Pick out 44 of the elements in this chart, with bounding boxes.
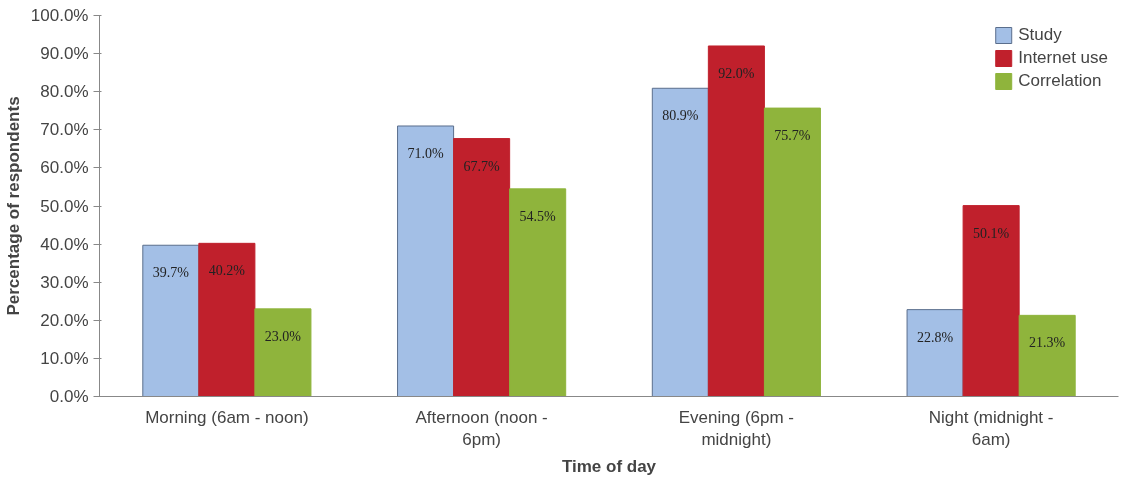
bar	[651, 87, 709, 397]
text: 40.2%	[208, 263, 245, 279]
bar	[962, 205, 1020, 397]
bar	[509, 188, 567, 397]
text: 22.8%	[917, 329, 954, 345]
text: 39.7%	[152, 265, 189, 281]
bar	[763, 107, 821, 397]
bar	[397, 125, 455, 397]
y-tick-label: 10.0%	[40, 348, 89, 368]
legend-label: Internet use	[1018, 48, 1108, 68]
text: 23.0%	[264, 328, 302, 344]
bar	[1018, 314, 1076, 397]
text: 67.7%	[463, 158, 500, 174]
y-tick-label: 30.0%	[40, 272, 89, 292]
x-tick-label: Morning (6am - noon)	[145, 407, 309, 427]
text: 21.3%	[1029, 335, 1066, 351]
x-tick-label: Evening (6pm - midnight)	[678, 407, 795, 450]
text: 80.9%	[662, 108, 699, 124]
text: 92.0%	[718, 65, 755, 81]
y-tick-label: 60.0%	[40, 158, 89, 178]
bar	[198, 242, 256, 397]
bar	[254, 308, 312, 397]
y-tick-label: 20.0%	[40, 310, 89, 330]
y-tick-label: 80.0%	[40, 82, 89, 102]
y-tick-label: 40.0%	[40, 234, 89, 254]
y-tick-label: 100.0%	[30, 6, 89, 25]
text: 54.5%	[519, 208, 556, 224]
bar	[906, 309, 964, 397]
y-tick-label: 90.0%	[40, 44, 89, 64]
x-axis-title: Time of day	[561, 457, 657, 477]
y-tick-label: 50.0%	[40, 196, 89, 216]
text: 75.7%	[774, 128, 811, 144]
bar	[707, 45, 765, 397]
x-tick-label: Night (midnight - 6am)	[928, 407, 1054, 450]
bar	[142, 244, 200, 397]
text: 50.1%	[973, 225, 1010, 241]
legend-label: Correlation	[1018, 71, 1102, 91]
y-tick-label: 70.0%	[40, 120, 89, 140]
legend-label: Study	[1018, 25, 1062, 45]
y-axis-title: Percentage of respondents	[3, 96, 23, 316]
text: 71.0%	[407, 145, 444, 161]
y-tick-label: 0.0%	[49, 387, 89, 406]
bar	[453, 138, 511, 397]
x-tick-label: Afternoon (noon - 6pm)	[415, 407, 548, 450]
